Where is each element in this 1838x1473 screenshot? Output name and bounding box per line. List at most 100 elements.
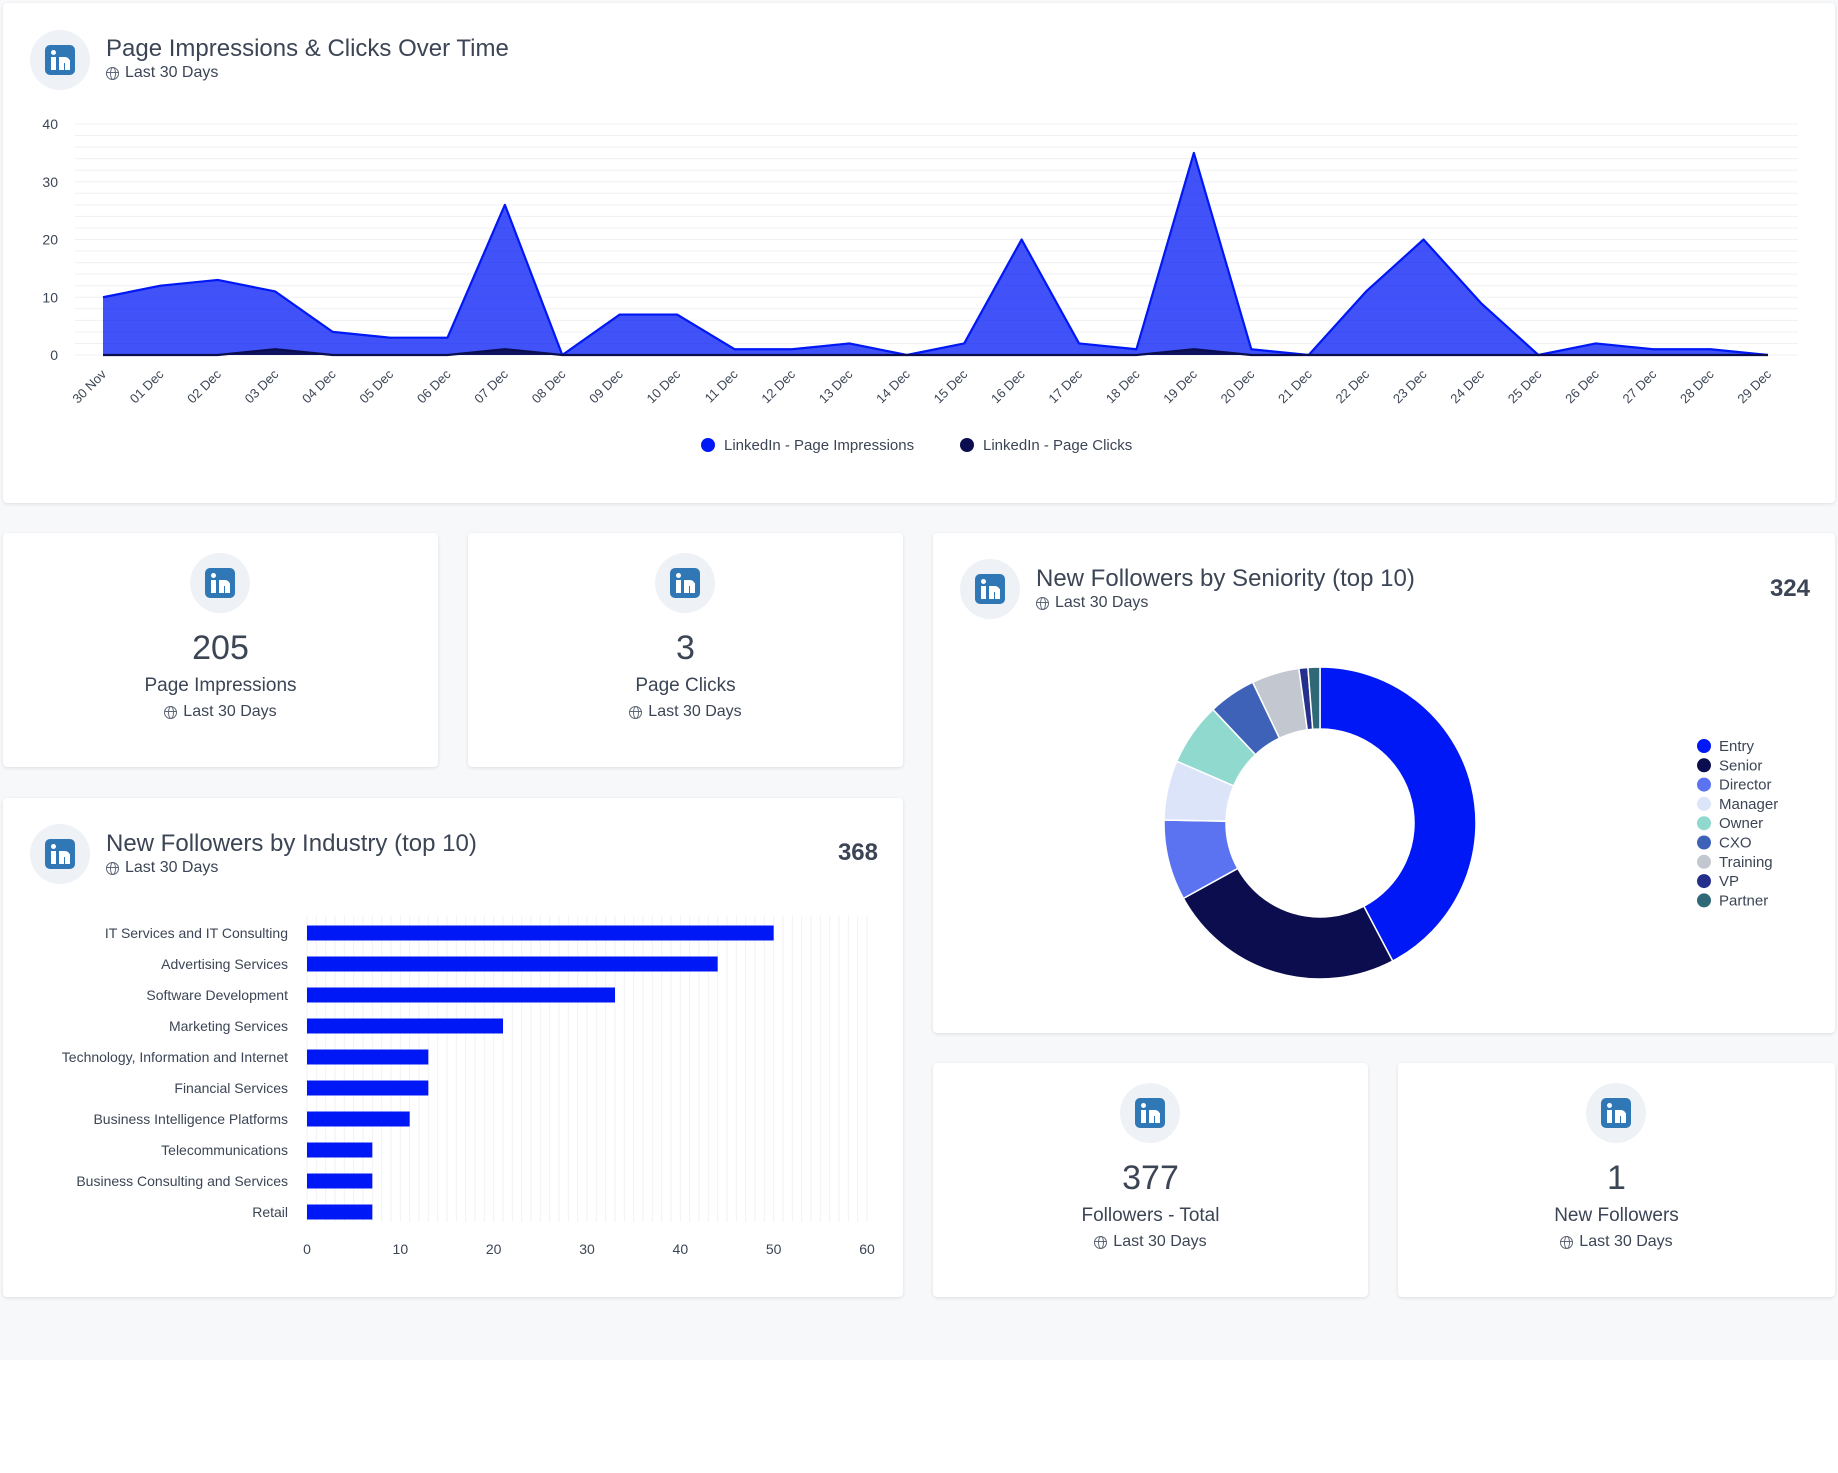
- linkedin-icon: [45, 45, 75, 75]
- bar: [307, 987, 615, 1003]
- seniority-donut-chart: Entry Senior Director Manager Owner CXO Traini…: [1163, 666, 1778, 980]
- card-title: New Followers by Seniority (top 10): [1036, 565, 1415, 592]
- globe-icon: [1560, 1235, 1574, 1249]
- kpi-label: Page Impressions: [144, 675, 297, 696]
- x-tick-label: 23 Dec: [1390, 366, 1430, 406]
- linkedin-icon: [1601, 1098, 1631, 1128]
- x-tick-label: 20 Dec: [1218, 366, 1258, 406]
- legend-marker: [1697, 835, 1711, 850]
- x-tick-label: 13 Dec: [816, 366, 856, 406]
- legend-marker: [1697, 758, 1711, 773]
- donut-slice: [1319, 666, 1477, 963]
- x-tick-label: 24 Dec: [1447, 366, 1487, 406]
- subtitle-text: Last 30 Days: [1579, 1233, 1673, 1250]
- linkedin-icon: [45, 839, 75, 869]
- category-label: IT Services and IT Consulting: [105, 925, 288, 941]
- y-tick-label: 20: [42, 232, 58, 248]
- x-tick-label: 25 Dec: [1505, 366, 1545, 406]
- linkedin-badge: [960, 559, 1020, 619]
- series-line-1: [103, 348, 1768, 357]
- card-subtitle: Last 30 Days: [1036, 594, 1148, 612]
- legend-marker: [1697, 854, 1711, 869]
- bar: [307, 1080, 429, 1096]
- x-tick-label: 19 Dec: [1160, 366, 1200, 406]
- x-tick-label: 05 Dec: [356, 366, 396, 406]
- card-title: Page Impressions & Clicks Over Time: [106, 35, 509, 62]
- category-label: Retail: [252, 1204, 288, 1220]
- legend-label: CXO: [1719, 835, 1752, 852]
- legend-label: Senior: [1719, 757, 1762, 774]
- category-label: Marketing Services: [169, 1018, 288, 1034]
- kpi-value: 1: [1607, 1159, 1626, 1197]
- globe-icon: [106, 66, 119, 80]
- card-subtitle: Last 30 Days: [106, 64, 218, 82]
- y-tick-label: 10: [42, 289, 58, 305]
- legend-label: Entry: [1719, 738, 1755, 755]
- globe-icon: [1036, 596, 1049, 610]
- legend-marker: [1697, 893, 1711, 908]
- x-tick-label: 0: [303, 1241, 311, 1257]
- kpi-subtitle: Last 30 Days: [933, 1233, 1368, 1251]
- kpi-card-new-followers: 1 New Followers Last 30 Days: [1398, 1063, 1835, 1297]
- donut-slice: [1182, 867, 1394, 980]
- x-tick-label: 14 Dec: [873, 366, 913, 406]
- linkedin-icon: [975, 574, 1005, 604]
- x-tick-label: 50: [766, 1241, 782, 1257]
- globe-icon: [164, 705, 178, 719]
- x-tick-label: 28 Dec: [1677, 366, 1717, 406]
- kpi-value: 377: [1122, 1159, 1179, 1197]
- donut-slice: [1307, 666, 1321, 731]
- legend-marker: [1697, 777, 1711, 792]
- legend-marker: [701, 438, 715, 452]
- x-tick-label: 09 Dec: [586, 366, 626, 406]
- bar: [307, 1049, 429, 1065]
- x-tick-label: 16 Dec: [988, 366, 1028, 406]
- x-tick-label: 27 Dec: [1620, 366, 1660, 406]
- category-label: Financial Services: [174, 1080, 288, 1096]
- series-line-0: [102, 151, 1769, 357]
- legend-label: VP: [1719, 873, 1739, 890]
- linkedin-icon: [205, 568, 235, 598]
- category-label: Advertising Services: [161, 956, 288, 972]
- category-label: Technology, Information and Internet: [62, 1049, 288, 1065]
- legend-marker: [960, 438, 974, 452]
- legend-label: Partner: [1719, 892, 1768, 909]
- bar: [307, 1111, 410, 1127]
- total-count: 324: [1769, 575, 1810, 602]
- y-tick-label: 30: [42, 174, 58, 190]
- subtitle-text: Last 30 Days: [1055, 594, 1149, 611]
- subtitle-text: Last 30 Days: [125, 859, 219, 876]
- legend-label: Manager: [1719, 796, 1778, 813]
- legend-label: Owner: [1719, 815, 1763, 832]
- x-tick-label: 26 Dec: [1562, 366, 1602, 406]
- card-title: New Followers by Industry (top 10): [106, 830, 477, 857]
- bar: [307, 1204, 373, 1220]
- subtitle-text: Last 30 Days: [648, 703, 742, 720]
- x-tick-label: 30: [579, 1241, 595, 1257]
- kpi-value: 3: [676, 629, 695, 667]
- subtitle-text: Last 30 Days: [125, 64, 219, 81]
- bar: [307, 1173, 373, 1189]
- bar: [307, 925, 774, 941]
- x-tick-label: 02 Dec: [184, 366, 224, 406]
- kpi-subtitle: Last 30 Days: [1398, 1233, 1835, 1251]
- legend-label: LinkedIn - Page Clicks: [983, 437, 1132, 454]
- bar: [307, 956, 718, 972]
- legend-label: Director: [1719, 777, 1772, 794]
- linkedin-badge: [1586, 1083, 1646, 1143]
- x-tick-label: 21 Dec: [1275, 366, 1315, 406]
- kpi-label: New Followers: [1554, 1205, 1679, 1226]
- kpi-label: Page Clicks: [635, 675, 736, 696]
- x-tick-label: 18 Dec: [1103, 366, 1143, 406]
- industry-card: New Followers by Industry (top 10) Last …: [3, 798, 903, 1297]
- kpi-card-followers-total: 377 Followers - Total Last 30 Days: [933, 1063, 1368, 1297]
- category-label: Telecommunications: [161, 1142, 288, 1158]
- bar: [307, 1018, 503, 1034]
- subtitle-text: Last 30 Days: [1113, 1233, 1207, 1250]
- legend-marker: [1697, 739, 1711, 753]
- x-tick-label: 12 Dec: [758, 366, 798, 406]
- linkedin-badge: [190, 553, 250, 613]
- linkedin-badge: [1120, 1083, 1180, 1143]
- gridlines: [75, 123, 1798, 356]
- subtitle-text: Last 30 Days: [183, 703, 277, 720]
